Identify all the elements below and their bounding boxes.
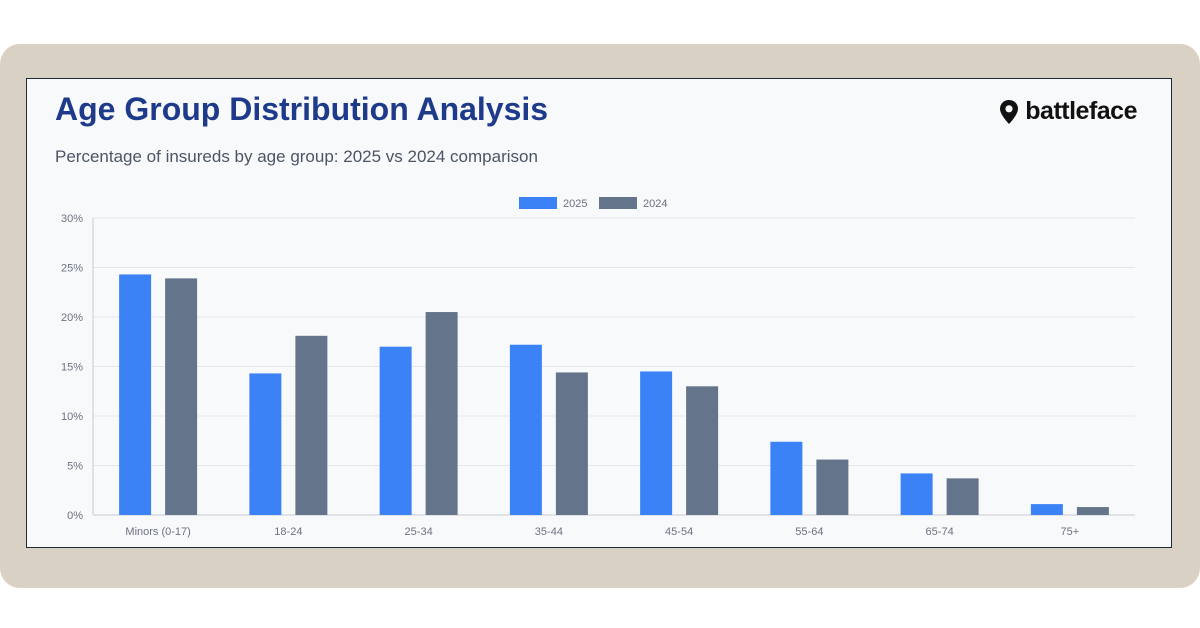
y-tick-label: 20% [61, 312, 83, 324]
chart-subtitle: Percentage of insureds by age group: 202… [55, 147, 538, 166]
y-tick-label: 15% [61, 362, 83, 374]
legend-label: 2025 [563, 198, 587, 210]
bar-2025 [1030, 504, 1063, 515]
y-tick-label: 0% [67, 510, 83, 522]
bar-2024 [816, 459, 849, 515]
bar-2025 [900, 473, 933, 515]
bar-2024 [555, 372, 588, 515]
y-tick-label: 5% [67, 461, 83, 473]
x-tick-label: 18-24 [274, 526, 302, 538]
bar-2024 [946, 478, 979, 515]
bar-2025 [379, 346, 412, 515]
x-tick-label: 65-74 [926, 526, 954, 538]
chart-card: Age Group Distribution Analysis Percenta… [26, 78, 1172, 548]
brand-name: battleface [1025, 97, 1137, 125]
map-pin-icon [1000, 99, 1019, 124]
y-tick-label: 30% [61, 213, 83, 225]
bar-2024 [1076, 507, 1109, 515]
x-tick-label: 25-34 [405, 526, 433, 538]
y-tick-label: 10% [61, 411, 83, 423]
bar-2025 [640, 371, 673, 515]
x-tick-label: Minors (0-17) [125, 526, 190, 538]
bar-2025 [119, 274, 152, 515]
y-tick-label: 25% [61, 263, 83, 275]
bar-2024 [425, 312, 458, 515]
bar-2025 [249, 373, 282, 515]
legend-swatch [599, 197, 637, 209]
x-tick-label: 75+ [1061, 526, 1080, 538]
chart-title: Age Group Distribution Analysis [55, 91, 549, 127]
x-tick-label: 55-64 [795, 526, 823, 538]
x-tick-label: 45-54 [665, 526, 693, 538]
x-tick-label: 35-44 [535, 526, 563, 538]
legend-swatch [519, 197, 557, 209]
brand-logo: battleface [999, 97, 1137, 126]
bar-2024 [686, 386, 719, 515]
bar-2025 [770, 441, 803, 515]
bar-2024 [295, 335, 328, 515]
legend-label: 2024 [643, 198, 667, 210]
bar-2025 [509, 344, 542, 515]
bar-2024 [165, 278, 198, 515]
bar-chart: 0% 5% 10% 15% 20% 25% 30% Minors (0-17) 18-24 25-… [61, 197, 1135, 538]
